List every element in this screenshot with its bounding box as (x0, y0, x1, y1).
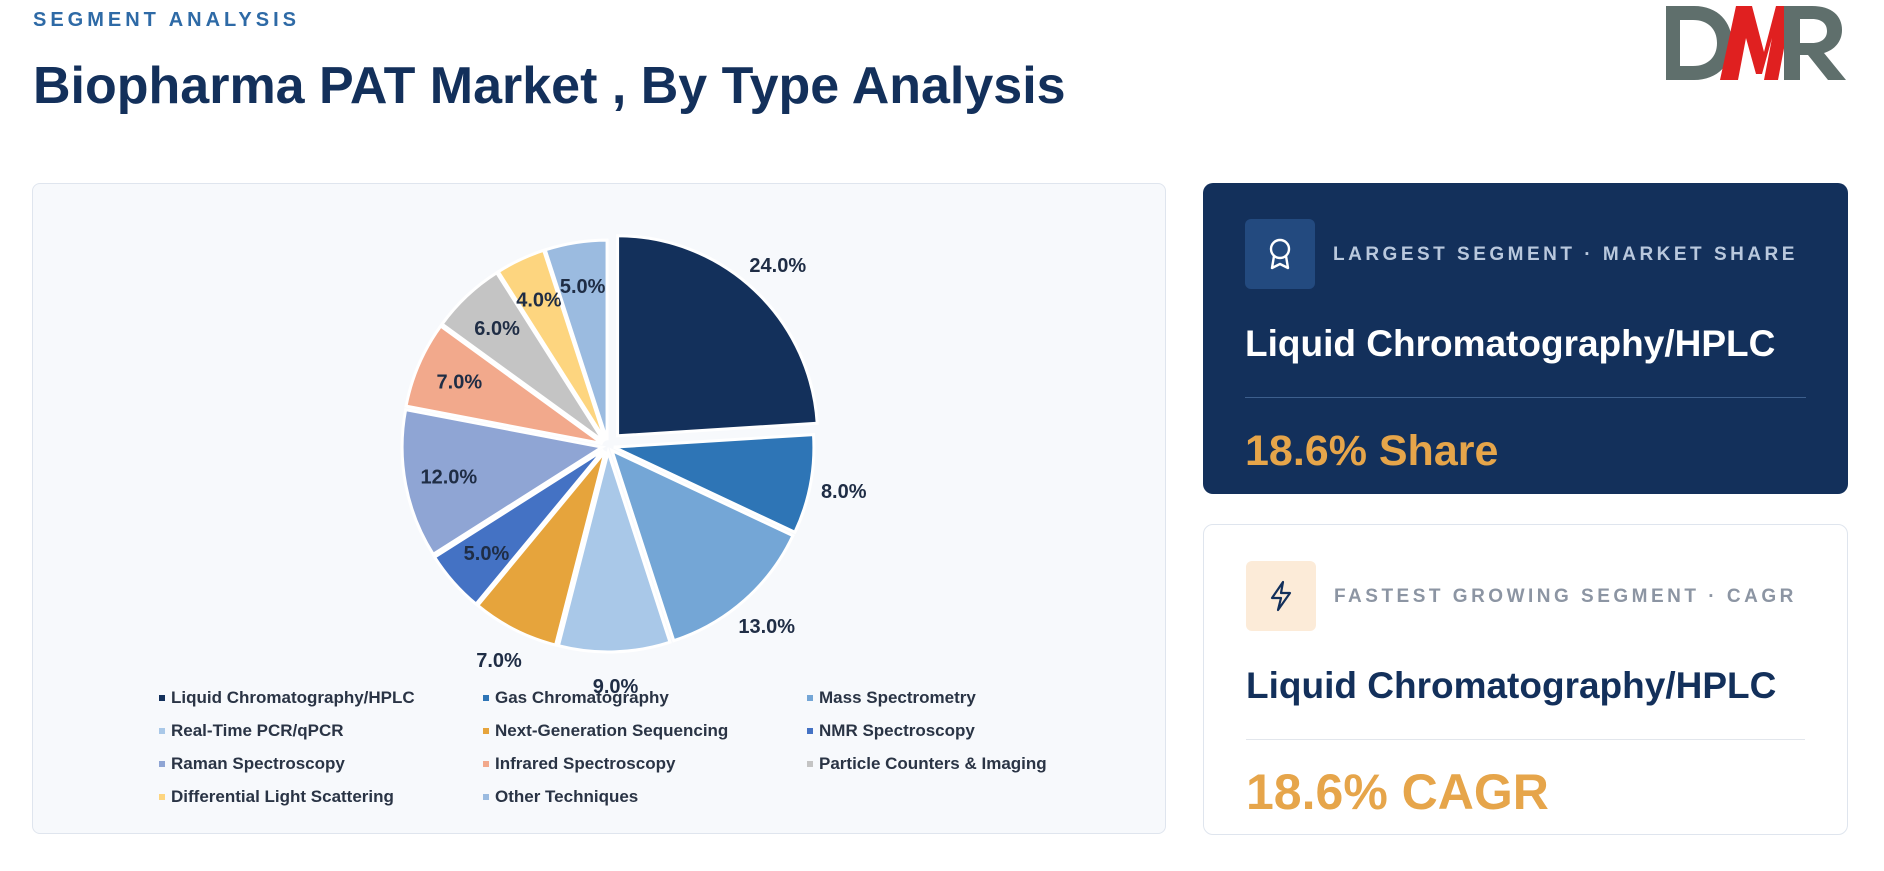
legend-item: NMR Spectroscopy (807, 719, 1107, 742)
legend-label: Other Techniques (495, 786, 639, 806)
legend-label: Next-Generation Sequencing (495, 720, 729, 740)
slice-label: 5.0% (464, 543, 510, 565)
slice-label: 7.0% (476, 650, 522, 672)
slice-label: 8.0% (821, 481, 867, 503)
legend-swatch (807, 727, 813, 734)
award-icon (1245, 219, 1315, 289)
pie-chart: 24.0% 8.0% 13.0% 9.0% 7.0% 5.0% 12.0% 7.0% 6.0% 4… (400, 234, 867, 698)
pie-slice (543, 238, 609, 441)
legend-swatch (159, 793, 165, 800)
legend-swatch (483, 760, 489, 767)
legend-label: NMR Spectroscopy (819, 720, 975, 740)
legend-label: Mass Spectrometry (819, 687, 976, 707)
divider (1246, 739, 1805, 740)
eyebrow-label: SEGMENT ANALYSIS (33, 9, 300, 31)
pie-slice (400, 407, 607, 557)
largest-segment-card: LARGEST SEGMENT · MARKET SHARE Liquid Ch… (1203, 183, 1848, 494)
fastest-segment-value: 18.6% CAGR (1246, 764, 1549, 820)
legend-item: Liquid Chromatography/HPLC (159, 686, 483, 709)
legend-swatch (159, 727, 165, 734)
pie-slice (613, 432, 816, 535)
largest-segment-value: 18.6% Share (1245, 427, 1499, 475)
slice-label: 6.0% (474, 318, 520, 340)
legend-item: Raman Spectroscopy (159, 752, 483, 775)
divider (1245, 397, 1806, 398)
legend-item: Differential Light Scattering (159, 785, 483, 808)
pie-slice (556, 446, 672, 654)
pie-slice (432, 448, 605, 607)
fastest-segment-label: FASTEST GROWING SEGMENT · CAGR (1334, 586, 1797, 607)
pie-slice (609, 447, 795, 643)
pie-slice (475, 450, 607, 647)
legend-item: Mass Spectrometry (807, 686, 1107, 709)
slice-label: 4.0% (516, 289, 562, 311)
slice-label: 5.0% (560, 276, 606, 298)
legend-swatch (807, 694, 813, 701)
legend-swatch (159, 694, 165, 701)
legend-item: Infrared Spectroscopy (483, 752, 807, 775)
legend-label: Real-Time PCR/qPCR (171, 720, 344, 740)
slice-label: 24.0% (749, 255, 806, 277)
slice-label: 9.0% (593, 676, 639, 698)
slice-label: 13.0% (738, 616, 795, 638)
fastest-segment-card: FASTEST GROWING SEGMENT · CAGR Liquid Ch… (1203, 524, 1848, 835)
slice-label: 7.0% (437, 372, 483, 394)
legend-item: Particle Counters & Imaging (807, 752, 1107, 775)
legend-label: Raman Spectroscopy (171, 753, 345, 773)
legend-swatch (807, 760, 813, 767)
dmr-logo (1666, 6, 1846, 80)
chart-panel: 24.0% 8.0% 13.0% 9.0% 7.0% 5.0% 12.0% 7.0% 6.0% 4… (32, 183, 1166, 834)
legend-label: Particle Counters & Imaging (819, 753, 1047, 773)
legend-item: Gas Chromatography (483, 686, 807, 709)
legend-swatch (159, 760, 165, 767)
legend-item: Real-Time PCR/qPCR (159, 719, 483, 742)
legend-swatch (483, 727, 489, 734)
legend-label: Infrared Spectroscopy (495, 753, 676, 773)
legend-item: Other Techniques (483, 785, 807, 808)
legend-swatch (483, 694, 489, 701)
legend-swatch (483, 793, 489, 800)
largest-segment-name: Liquid Chromatography/HPLC (1245, 323, 1776, 364)
fastest-segment-name: Liquid Chromatography/HPLC (1246, 665, 1777, 706)
slice-label: 12.0% (421, 466, 478, 488)
chart-legend: Liquid Chromatography/HPLC Gas Chromatogr… (159, 686, 1119, 808)
pie-slice (616, 234, 819, 438)
lightning-icon (1246, 561, 1316, 631)
legend-label: Gas Chromatography (495, 687, 669, 707)
pie-slice (439, 270, 606, 443)
legend-label: Differential Light Scattering (171, 786, 394, 806)
pie-slice (404, 323, 604, 446)
page-title: Biopharma PAT Market , By Type Analysis (33, 57, 1066, 115)
largest-segment-label: LARGEST SEGMENT · MARKET SHARE (1333, 244, 1798, 265)
pie-slice (496, 248, 607, 442)
legend-label: Liquid Chromatography/HPLC (171, 687, 415, 707)
legend-item: Next-Generation Sequencing (483, 719, 807, 742)
